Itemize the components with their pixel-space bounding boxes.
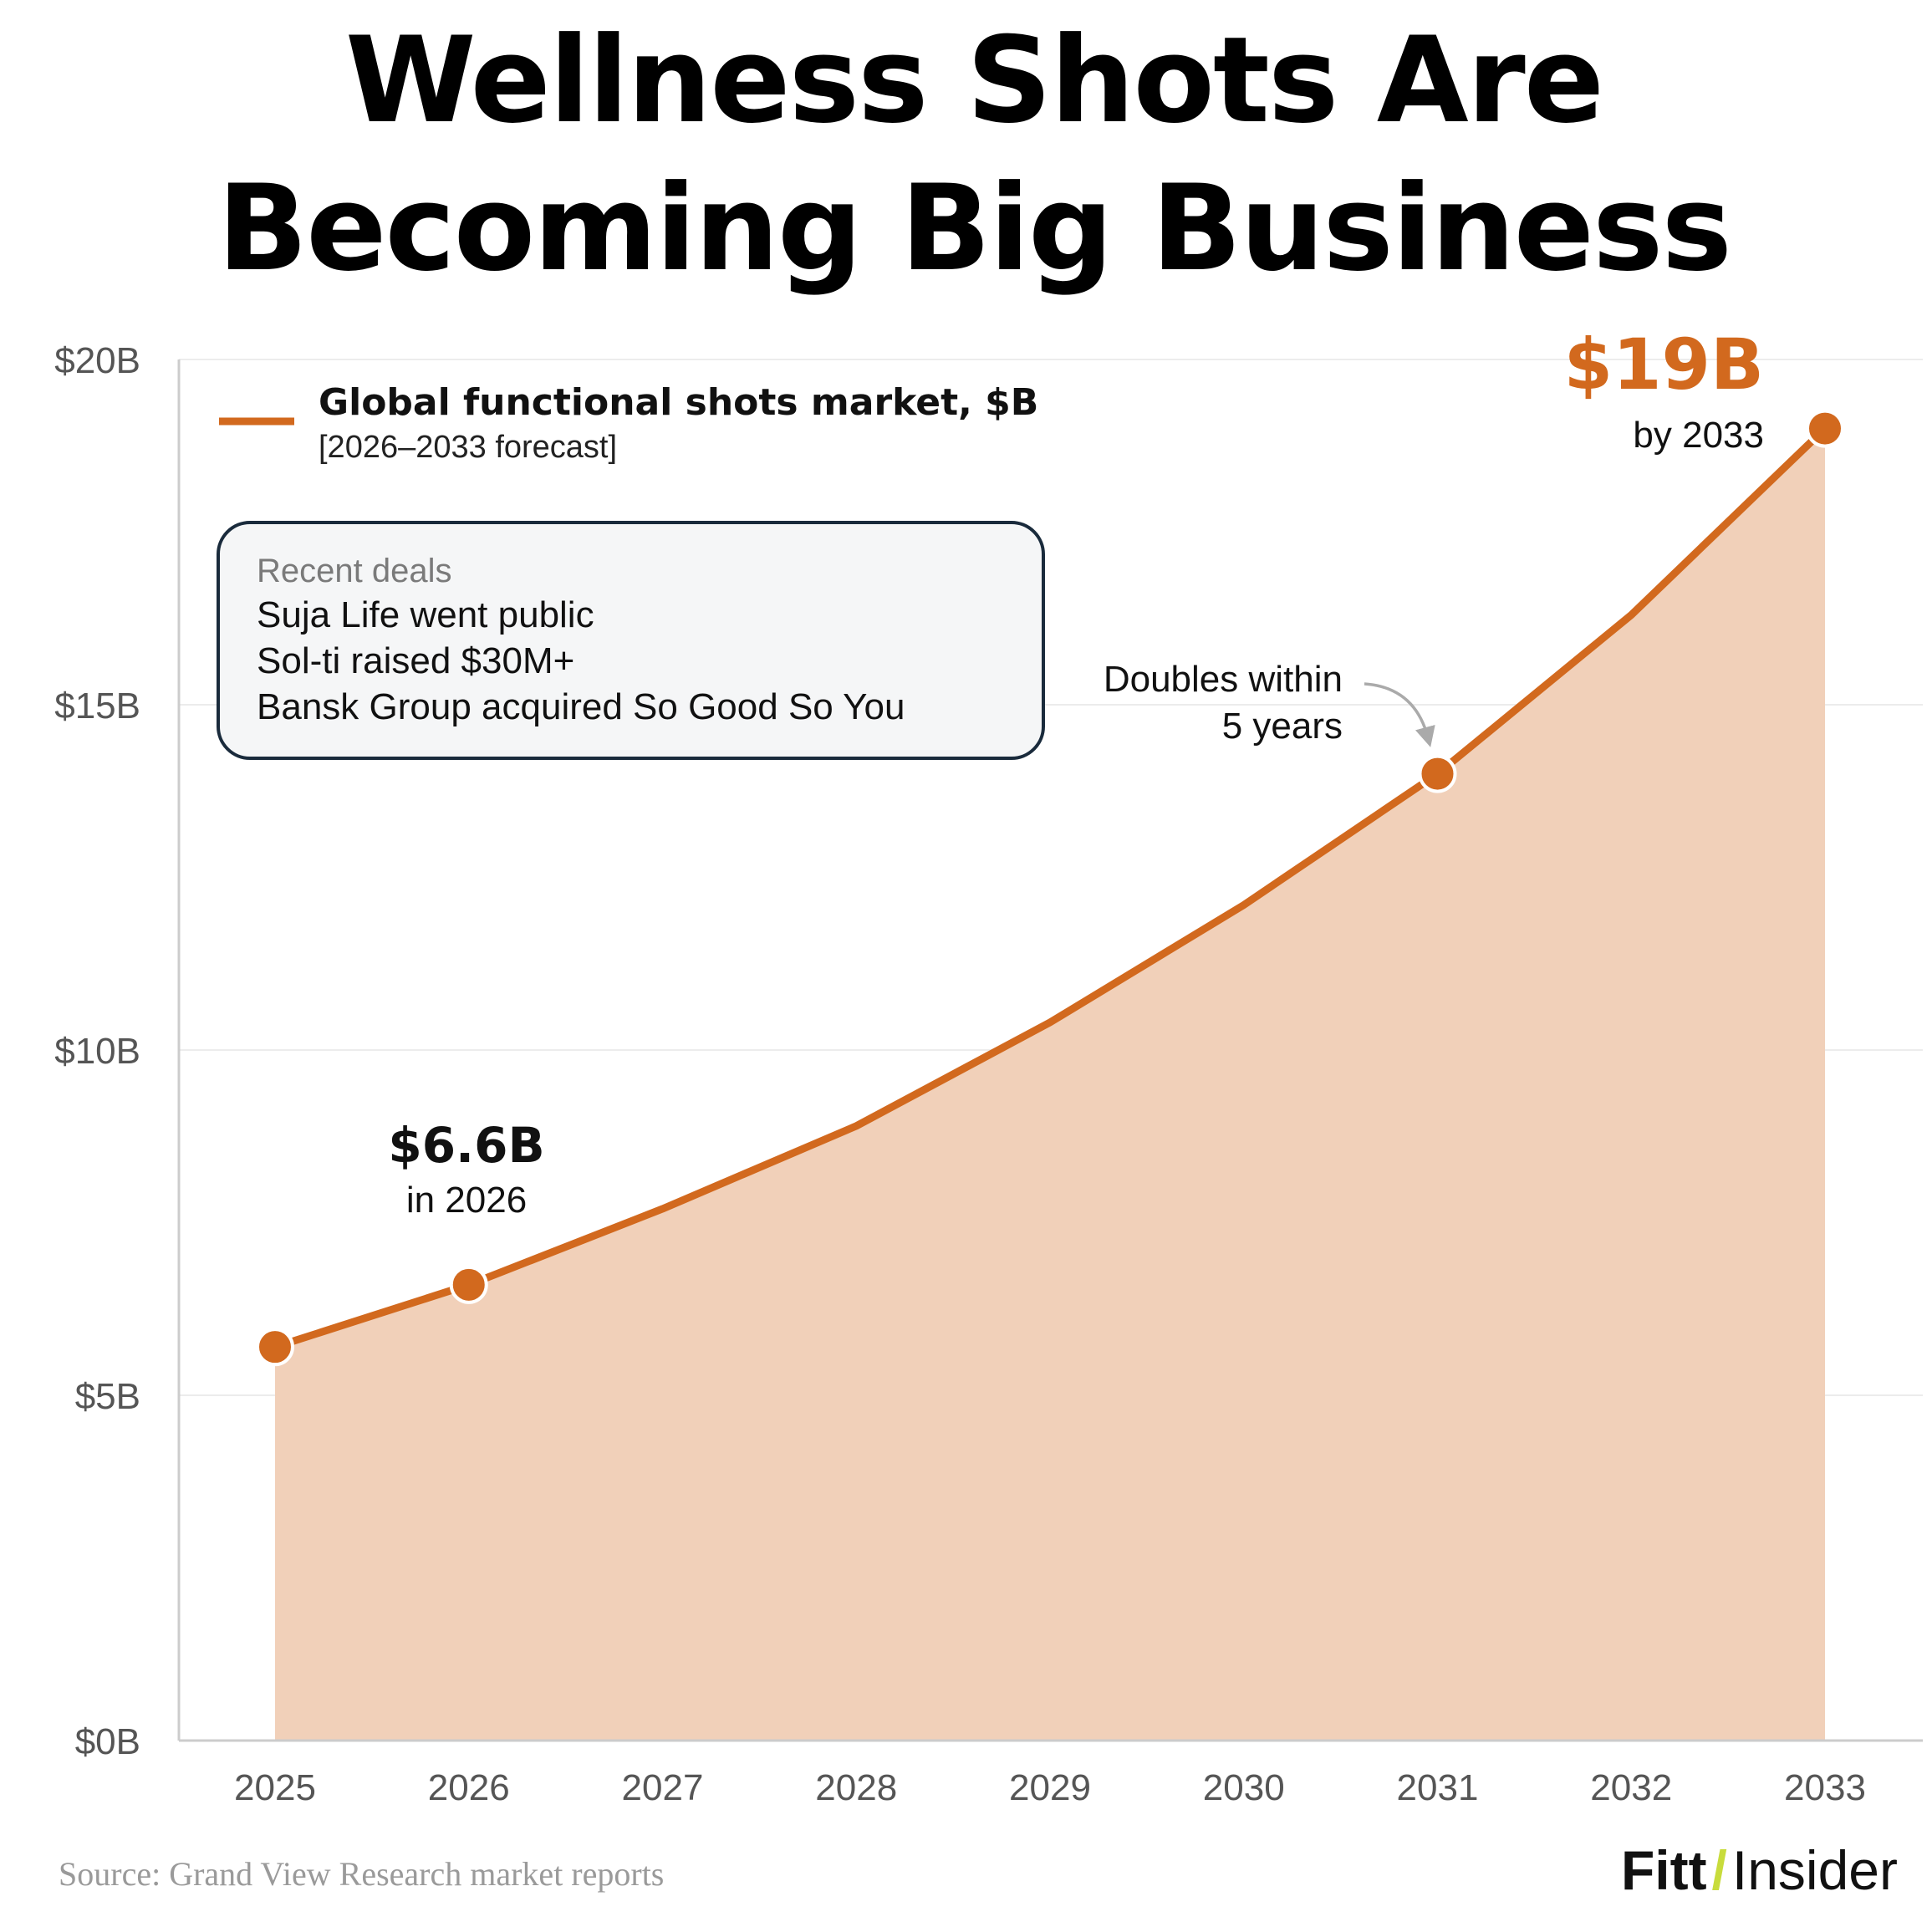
axes <box>177 359 1923 1742</box>
brand-slash: / <box>1712 1839 1727 1901</box>
x-tick-label: 2026 <box>428 1767 510 1808</box>
x-tick-label: 2029 <box>1009 1767 1091 1808</box>
data-point-2031 <box>1418 754 1457 793</box>
y-tick-label: $0B <box>75 1721 140 1762</box>
area-layer <box>275 428 1825 1741</box>
chart-title-line-1: Wellness Shots Are <box>345 12 1603 150</box>
x-tick-label: 2031 <box>1397 1767 1479 1808</box>
annotation-2031-line-2: 5 years <box>1222 706 1343 747</box>
x-tick-label: 2033 <box>1784 1767 1866 1808</box>
source-note: Source: Grand View Research market repor… <box>59 1855 664 1893</box>
deal-item-2: Sol-ti raised $30M+ <box>257 640 574 681</box>
points-layer <box>256 409 1844 1367</box>
deal-item-3: Bansk Group acquired So Good So You <box>257 686 905 727</box>
data-point-2033 <box>1806 409 1844 448</box>
x-tick-label: 2030 <box>1203 1767 1285 1808</box>
line-layer <box>271 425 1829 1351</box>
x-tick-label: 2025 <box>234 1767 316 1808</box>
brand-logo: Fitt/Insider <box>1621 1839 1898 1901</box>
annotation-2031-line-1: Doubles within <box>1104 659 1343 700</box>
annotation-2026-value: $6.6B <box>388 1117 544 1174</box>
brand-part-1: Fitt <box>1621 1839 1707 1901</box>
brand-part-2: Insider <box>1732 1839 1898 1901</box>
x-tick-label: 2032 <box>1590 1767 1672 1808</box>
legend-title: Global functional shots market, $B <box>319 381 1038 424</box>
legend-subtitle: [2026–2033 forecast] <box>319 430 617 465</box>
x-tick-label: 2027 <box>622 1767 704 1808</box>
x-axis-ticks: 2025 2026 2027 2028 2029 2030 2031 2032 2033 <box>234 1767 1866 1808</box>
x-tick-label: 2028 <box>815 1767 897 1808</box>
annotation-2033-label: by 2033 <box>1633 415 1764 456</box>
y-tick-label: $20B <box>54 340 140 381</box>
annotation-2033-value: $19B <box>1564 324 1764 405</box>
chart-title-line-2: Becoming Big Business <box>217 160 1731 298</box>
y-axis-ticks: $0B $5B $10B $15B $20B <box>54 340 140 1762</box>
y-tick-label: $5B <box>75 1376 140 1417</box>
series-area <box>275 428 1825 1741</box>
recent-deals-box <box>217 521 1045 760</box>
y-tick-label: $10B <box>54 1031 140 1072</box>
annotation-2026-label: in 2026 <box>406 1180 527 1221</box>
annotation-2031-arrow <box>1364 682 1435 747</box>
data-point-2025 <box>256 1328 294 1367</box>
deal-item-1: Suja Life went public <box>257 594 594 635</box>
recent-deals-heading: Recent deals <box>257 553 451 589</box>
y-tick-label: $15B <box>54 686 140 726</box>
data-point-2026 <box>449 1265 488 1304</box>
series-line <box>271 425 1829 1351</box>
